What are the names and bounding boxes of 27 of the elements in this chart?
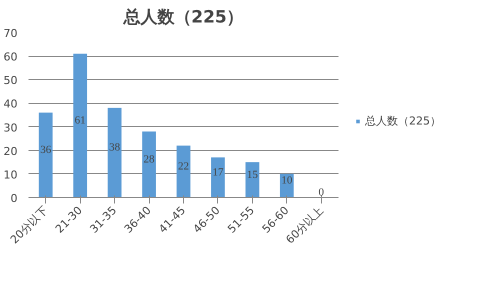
bar [73,54,88,198]
y-tick-label: 0 [10,192,18,205]
bar [38,112,53,198]
legend-label: 总人数（225） [365,113,441,128]
data-label: 38 [109,142,121,154]
y-tick-label: 60 [4,50,18,64]
data-label: 0 [318,186,325,198]
data-label: 28 [144,154,156,166]
y-tick-label: 50 [4,74,18,88]
data-label: 36 [40,144,52,156]
bar [246,162,260,198]
chart-title: 总人数（225） [122,8,244,28]
data-label: 61 [74,114,86,127]
bar [108,108,122,198]
bar [176,146,190,198]
y-tick-label: 10 [4,168,18,182]
data-label: 17 [212,166,224,178]
y-tick-label: 30 [4,121,18,134]
bar [142,132,156,198]
bar [211,157,225,198]
data-label: 15 [246,168,258,181]
data-label: 10 [281,174,293,187]
x-tick-label: 20分以下 [8,204,50,246]
y-tick-label: 70 [4,27,18,40]
data-label: 22 [178,160,189,173]
y-tick-label: 40 [4,98,18,111]
y-tick-label: 20 [4,144,18,158]
